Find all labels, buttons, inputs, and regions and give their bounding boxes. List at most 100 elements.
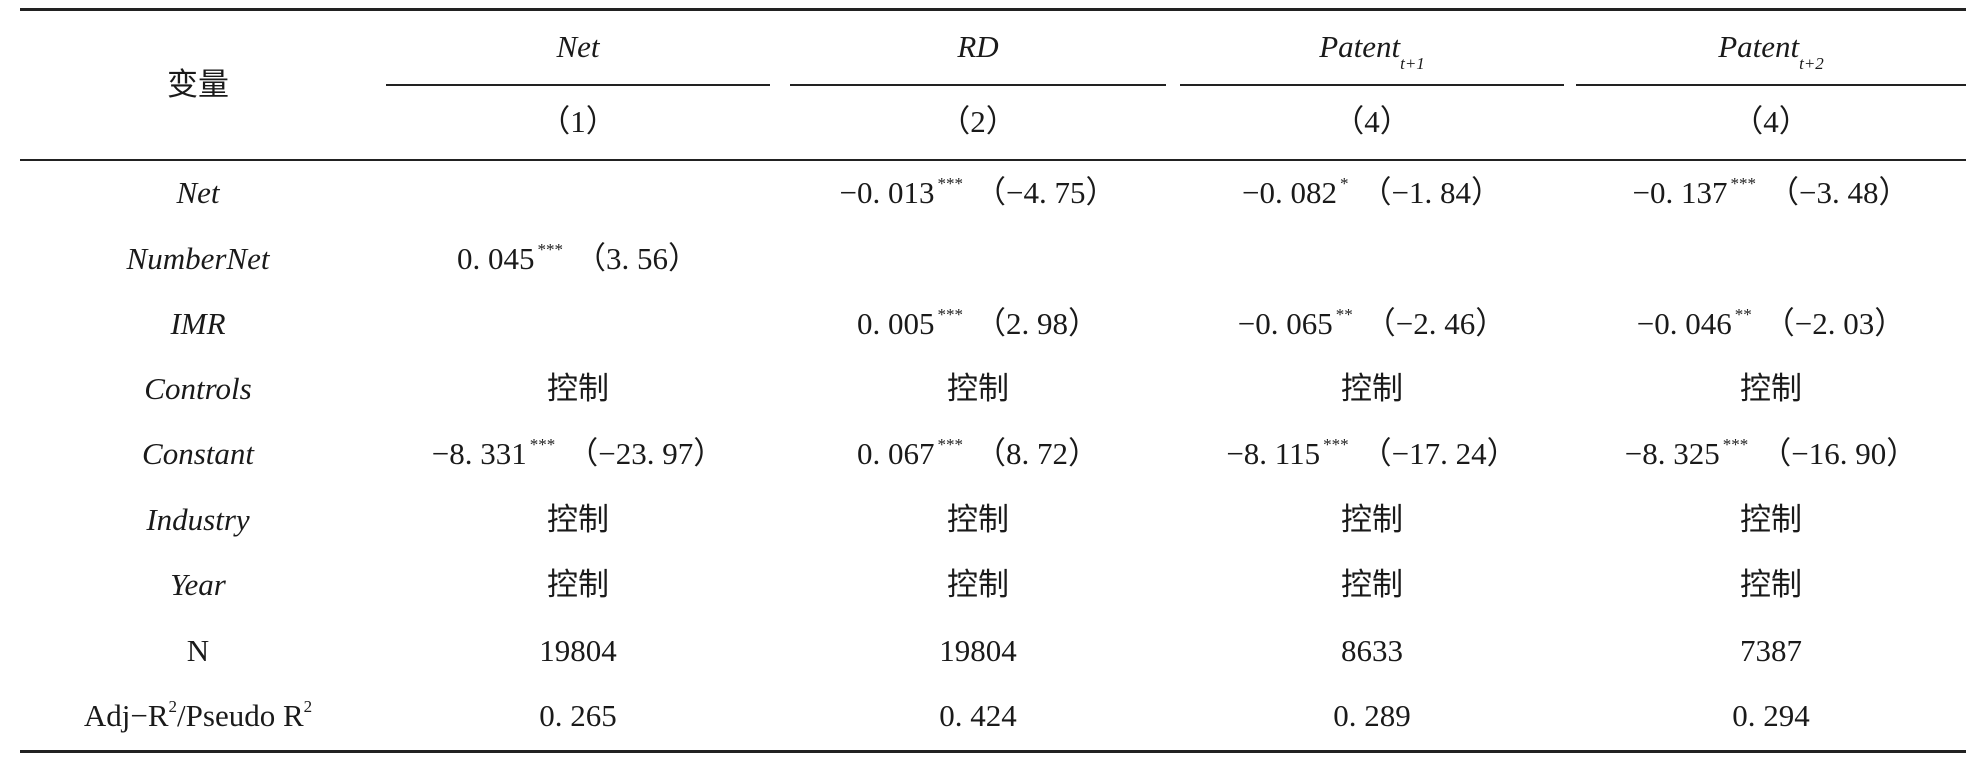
table-cell: 控制 xyxy=(1180,555,1564,615)
significance-stars: *** xyxy=(537,240,564,259)
t-statistic: （−16. 90） xyxy=(1760,436,1918,471)
table-cell: 0. 045 *** （3. 56） xyxy=(386,229,770,289)
row-label: NumberNet xyxy=(126,241,270,276)
significance-stars: ** xyxy=(1734,305,1752,324)
dep-var-subscript: t+2 xyxy=(1799,54,1824,73)
coefficient: −0. 137 xyxy=(1632,175,1728,210)
table-cell: 控制 xyxy=(790,359,1166,419)
table-cell xyxy=(1180,229,1564,289)
row-label: IMR xyxy=(170,306,226,341)
cell-text: 控制 xyxy=(547,567,609,602)
table-cell xyxy=(1576,229,1966,289)
t-statistic: （−3. 48） xyxy=(1768,175,1910,210)
t-statistic: （2. 98） xyxy=(975,306,1099,341)
model-number-3: （4） xyxy=(1333,104,1411,139)
table-cell: 控制 xyxy=(790,490,1166,550)
table-cell: 0. 265 xyxy=(539,698,617,733)
header-underline-3 xyxy=(1180,84,1564,86)
r2-exponent: 2 xyxy=(168,697,178,716)
table-cell: 0. 289 xyxy=(1333,698,1411,733)
cell-text: 控制 xyxy=(947,502,1009,537)
row-label: Net xyxy=(176,175,220,210)
table-cell: 19804 xyxy=(539,633,617,668)
table-cell: 控制 xyxy=(1180,490,1564,550)
coefficient: −0. 082 xyxy=(1242,175,1337,210)
table-cell: 0. 424 xyxy=(939,698,1017,733)
coefficient: −0. 065 xyxy=(1237,306,1333,341)
table-cell: 7387 xyxy=(1740,633,1802,668)
significance-stars: *** xyxy=(937,435,964,454)
coefficient: −0. 013 xyxy=(839,175,935,210)
cell-text: 控制 xyxy=(1341,502,1403,537)
coefficient: −8. 325 xyxy=(1624,436,1720,471)
table-cell: −0. 137 *** （−3. 48） xyxy=(1576,163,1966,223)
table-cell: −8. 331 *** （−23. 97） xyxy=(386,424,770,484)
t-statistic: （−4. 75） xyxy=(975,175,1117,210)
dep-var-header-3: Patentt+1 xyxy=(1319,29,1425,73)
top-rule xyxy=(20,8,1966,11)
cell-text: 控制 xyxy=(1341,371,1403,406)
table-cell: −0. 082 * （−1. 84） xyxy=(1180,163,1564,223)
header-bottom-rule xyxy=(20,159,1966,161)
bottom-rule xyxy=(20,750,1966,753)
model-number-2: （2） xyxy=(939,104,1017,139)
model-number-4: （4） xyxy=(1732,104,1810,139)
table-cell: −0. 013 *** （−4. 75） xyxy=(790,163,1166,223)
table-cell xyxy=(386,294,770,354)
table-cell: 8633 xyxy=(1341,633,1403,668)
table-cell: 控制 xyxy=(386,490,770,550)
header-underline-1 xyxy=(386,84,770,86)
significance-stars: *** xyxy=(937,305,964,324)
row-label: Year xyxy=(170,567,226,602)
cell-text: 控制 xyxy=(547,371,609,406)
table-cell xyxy=(386,163,770,223)
table-cell: 控制 xyxy=(790,555,1166,615)
t-statistic: （−23. 97） xyxy=(567,436,725,471)
table-cell: 控制 xyxy=(1180,359,1564,419)
table-cell: 控制 xyxy=(386,555,770,615)
dep-var-subscript: t+1 xyxy=(1400,54,1425,73)
table-cell: 0. 005 *** （2. 98） xyxy=(790,294,1166,354)
coefficient: 0. 045 xyxy=(457,241,535,276)
cell-text: 控制 xyxy=(1740,371,1802,406)
coefficient: −8. 331 xyxy=(431,436,527,471)
cell-text: 控制 xyxy=(1740,567,1802,602)
significance-stars: *** xyxy=(937,174,964,193)
significance-stars: *** xyxy=(1730,174,1757,193)
t-statistic: （−2. 03） xyxy=(1763,306,1906,341)
coefficient: 0. 005 xyxy=(857,306,935,341)
coefficient: −8. 115 xyxy=(1226,436,1321,471)
t-statistic: （−2. 46） xyxy=(1364,306,1507,341)
cell-text: 控制 xyxy=(947,371,1009,406)
t-statistic: （−17. 24） xyxy=(1360,436,1518,471)
table-cell: 控制 xyxy=(1576,555,1966,615)
t-statistic: （3. 56） xyxy=(575,241,699,276)
significance-stars: *** xyxy=(1323,435,1349,454)
model-number-1: （1） xyxy=(539,104,617,139)
header-underline-2 xyxy=(790,84,1166,86)
table-cell: 19804 xyxy=(939,633,1017,668)
dep-var-header-4: Patentt+2 xyxy=(1718,29,1824,73)
t-statistic: （8. 72） xyxy=(975,436,1099,471)
r2-label-part: /Pseudo R xyxy=(177,698,304,733)
cell-text: 控制 xyxy=(547,502,609,537)
significance-stars: * xyxy=(1340,174,1349,193)
cell-text: 控制 xyxy=(1341,567,1403,602)
row-label: Adj−R2/Pseudo R2 xyxy=(20,686,376,746)
table-cell: 0. 067 *** （8. 72） xyxy=(790,424,1166,484)
coefficient: 0. 067 xyxy=(857,436,935,471)
coefficient: −0. 046 xyxy=(1636,306,1732,341)
t-statistic: （−1. 84） xyxy=(1360,175,1502,210)
significance-stars: *** xyxy=(529,435,556,454)
row-label: Industry xyxy=(146,502,250,537)
row-label: N xyxy=(186,633,210,668)
significance-stars: ** xyxy=(1335,305,1353,324)
table-cell: 控制 xyxy=(1576,490,1966,550)
table-cell: 控制 xyxy=(1576,359,1966,419)
table-cell xyxy=(790,229,1166,289)
table-cell: −8. 115 *** （−17. 24） xyxy=(1180,424,1564,484)
significance-stars: *** xyxy=(1722,435,1749,454)
row-label: Constant xyxy=(142,436,254,471)
table-cell: 0. 294 xyxy=(1732,698,1810,733)
